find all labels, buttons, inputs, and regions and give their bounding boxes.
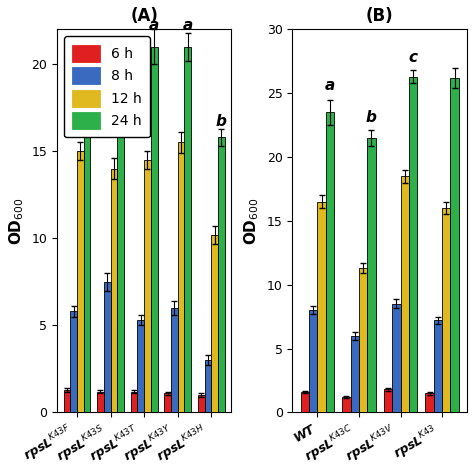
Bar	[318, 202, 326, 412]
Y-axis label: OD$_{600}$: OD$_{600}$	[7, 197, 26, 245]
Text: a: a	[325, 78, 335, 93]
Bar	[326, 112, 334, 412]
Text: a: a	[149, 18, 159, 33]
Bar	[110, 169, 117, 412]
Text: c: c	[409, 50, 418, 65]
Bar	[301, 392, 309, 412]
Bar	[442, 208, 450, 412]
Bar	[309, 310, 318, 412]
Text: a: a	[116, 46, 126, 61]
Bar	[351, 336, 359, 412]
Bar	[151, 47, 157, 412]
Bar	[218, 137, 225, 412]
Bar	[409, 76, 417, 412]
Text: b: b	[366, 110, 377, 125]
Bar	[384, 390, 392, 412]
Bar	[392, 304, 401, 412]
Bar	[401, 176, 409, 412]
Bar	[171, 308, 178, 412]
Bar	[342, 397, 351, 412]
Bar	[104, 282, 110, 412]
Bar	[359, 268, 367, 412]
Text: a: a	[82, 39, 92, 54]
Bar	[131, 392, 137, 412]
Bar	[117, 74, 124, 412]
Bar	[434, 320, 442, 412]
Bar	[178, 143, 184, 412]
Title: (B): (B)	[366, 7, 393, 25]
Bar	[367, 138, 375, 412]
Y-axis label: OD$_{600}$: OD$_{600}$	[243, 197, 261, 245]
Bar	[97, 392, 104, 412]
Bar	[184, 47, 191, 412]
Bar	[450, 78, 459, 412]
Legend: 6 h, 8 h, 12 h, 24 h: 6 h, 8 h, 12 h, 24 h	[64, 36, 150, 137]
Bar	[198, 395, 205, 412]
Bar	[211, 235, 218, 412]
Bar	[84, 68, 91, 412]
Bar	[426, 393, 434, 412]
Bar	[164, 393, 171, 412]
Title: (A): (A)	[130, 7, 158, 25]
Bar	[137, 320, 144, 412]
Text: a: a	[182, 18, 193, 33]
Bar	[144, 160, 151, 412]
Text: b: b	[216, 114, 227, 128]
Bar	[205, 360, 211, 412]
Bar	[77, 151, 84, 412]
Bar	[64, 390, 70, 412]
Bar	[70, 311, 77, 412]
